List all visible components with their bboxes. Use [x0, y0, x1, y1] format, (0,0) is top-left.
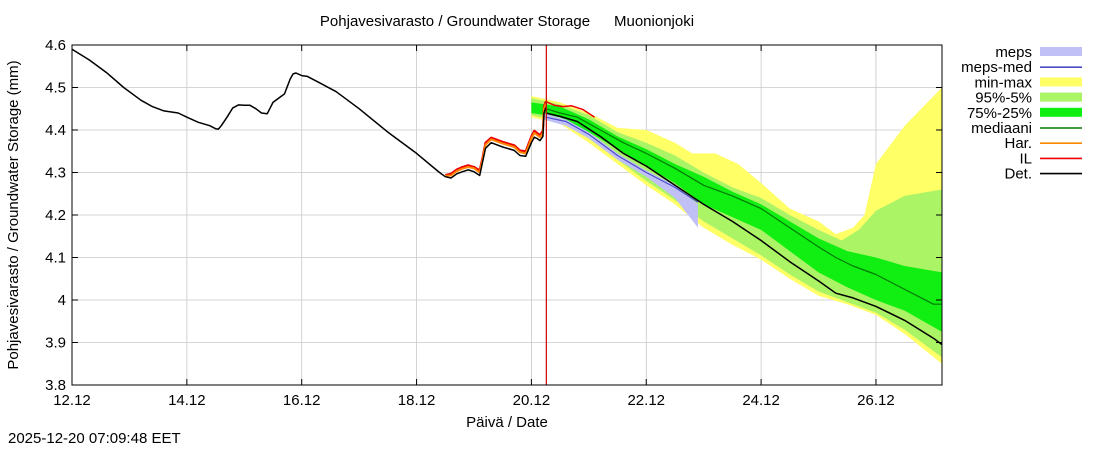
y-tick-label: 4.5 [45, 80, 66, 97]
series-lines [71, 48, 943, 346]
legend-label: Har. [1004, 135, 1032, 152]
legend-label: Det. [1004, 166, 1032, 183]
x-axis-label: Päivä / Date [466, 414, 548, 431]
legend-label: min-max [974, 74, 1032, 91]
band-75-25 [531, 102, 942, 332]
y-tick-label: 4.1 [45, 250, 66, 267]
axis-ticks: 12.12 14.12 16.12 18.12 20.12 22.12 24.12 26.12… [45, 37, 942, 409]
y-tick-label: 4 [58, 292, 66, 309]
legend-swatch [1040, 92, 1082, 102]
y-tick-label: 4.2 [45, 207, 66, 224]
legend-label: mediaani [971, 120, 1032, 137]
y-axis-label: Pohjavesivarasto / Groundwater Storage (… [5, 60, 22, 369]
y-tick-label: 4.6 [45, 37, 66, 54]
legend-label: 95%-5% [975, 90, 1032, 107]
y-tick-label: 4.3 [45, 165, 66, 182]
x-tick-label: 12.12 [53, 392, 91, 409]
x-tick-label: 26.12 [857, 392, 895, 409]
x-tick-label: 24.12 [742, 392, 780, 409]
legend: mepsmeps-medmin-max95%-5%75%-25%mediaani… [961, 44, 1082, 183]
timestamp: 2025-12-20 07:09:48 EET [8, 430, 181, 447]
x-tick-label: 22.12 [627, 392, 665, 409]
line-observed [71, 48, 547, 179]
line-il-forecast [545, 100, 596, 118]
legend-swatch [1040, 107, 1082, 117]
x-tick-label: 14.12 [168, 392, 206, 409]
legend-label: meps [995, 44, 1032, 61]
line-meps-med [545, 116, 699, 203]
legend-label: IL [1019, 150, 1032, 167]
legend-label: meps-med [961, 59, 1032, 76]
line-har-history [445, 103, 547, 177]
line-il-history [445, 101, 547, 177]
chart-location: Muonionjoki [614, 13, 694, 30]
line-det-forecast [545, 112, 943, 346]
x-tick-label: 18.12 [398, 392, 436, 409]
legend-label: 75%-25% [967, 105, 1032, 122]
x-tick-label: 20.12 [513, 392, 551, 409]
grid [71, 44, 942, 386]
legend-swatch [1040, 77, 1082, 87]
y-tick-label: 4.4 [45, 122, 66, 139]
chart-title: Pohjavesivarasto / Groundwater Storage [320, 13, 590, 30]
legend-swatch [1040, 47, 1082, 56]
y-tick-label: 3.9 [45, 335, 66, 352]
x-tick-label: 16.12 [283, 392, 321, 409]
confidence-bands [531, 87, 942, 364]
band-95-5 [531, 98, 942, 358]
y-tick-label: 3.8 [45, 377, 66, 394]
line-median [545, 108, 942, 305]
